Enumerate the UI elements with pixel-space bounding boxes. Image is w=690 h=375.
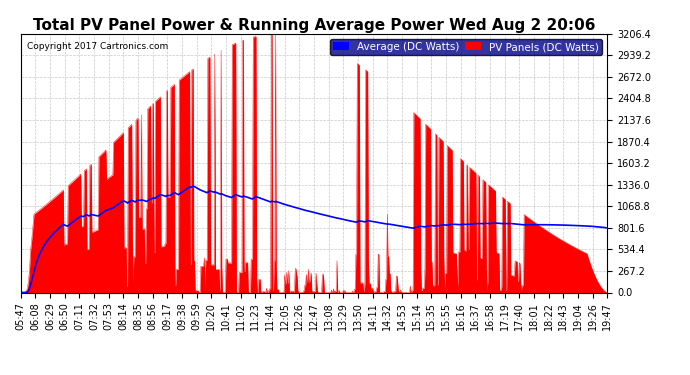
- Legend: Average (DC Watts), PV Panels (DC Watts): Average (DC Watts), PV Panels (DC Watts): [331, 39, 602, 55]
- Text: Copyright 2017 Cartronics.com: Copyright 2017 Cartronics.com: [26, 42, 168, 51]
- Title: Total PV Panel Power & Running Average Power Wed Aug 2 20:06: Total PV Panel Power & Running Average P…: [32, 18, 595, 33]
